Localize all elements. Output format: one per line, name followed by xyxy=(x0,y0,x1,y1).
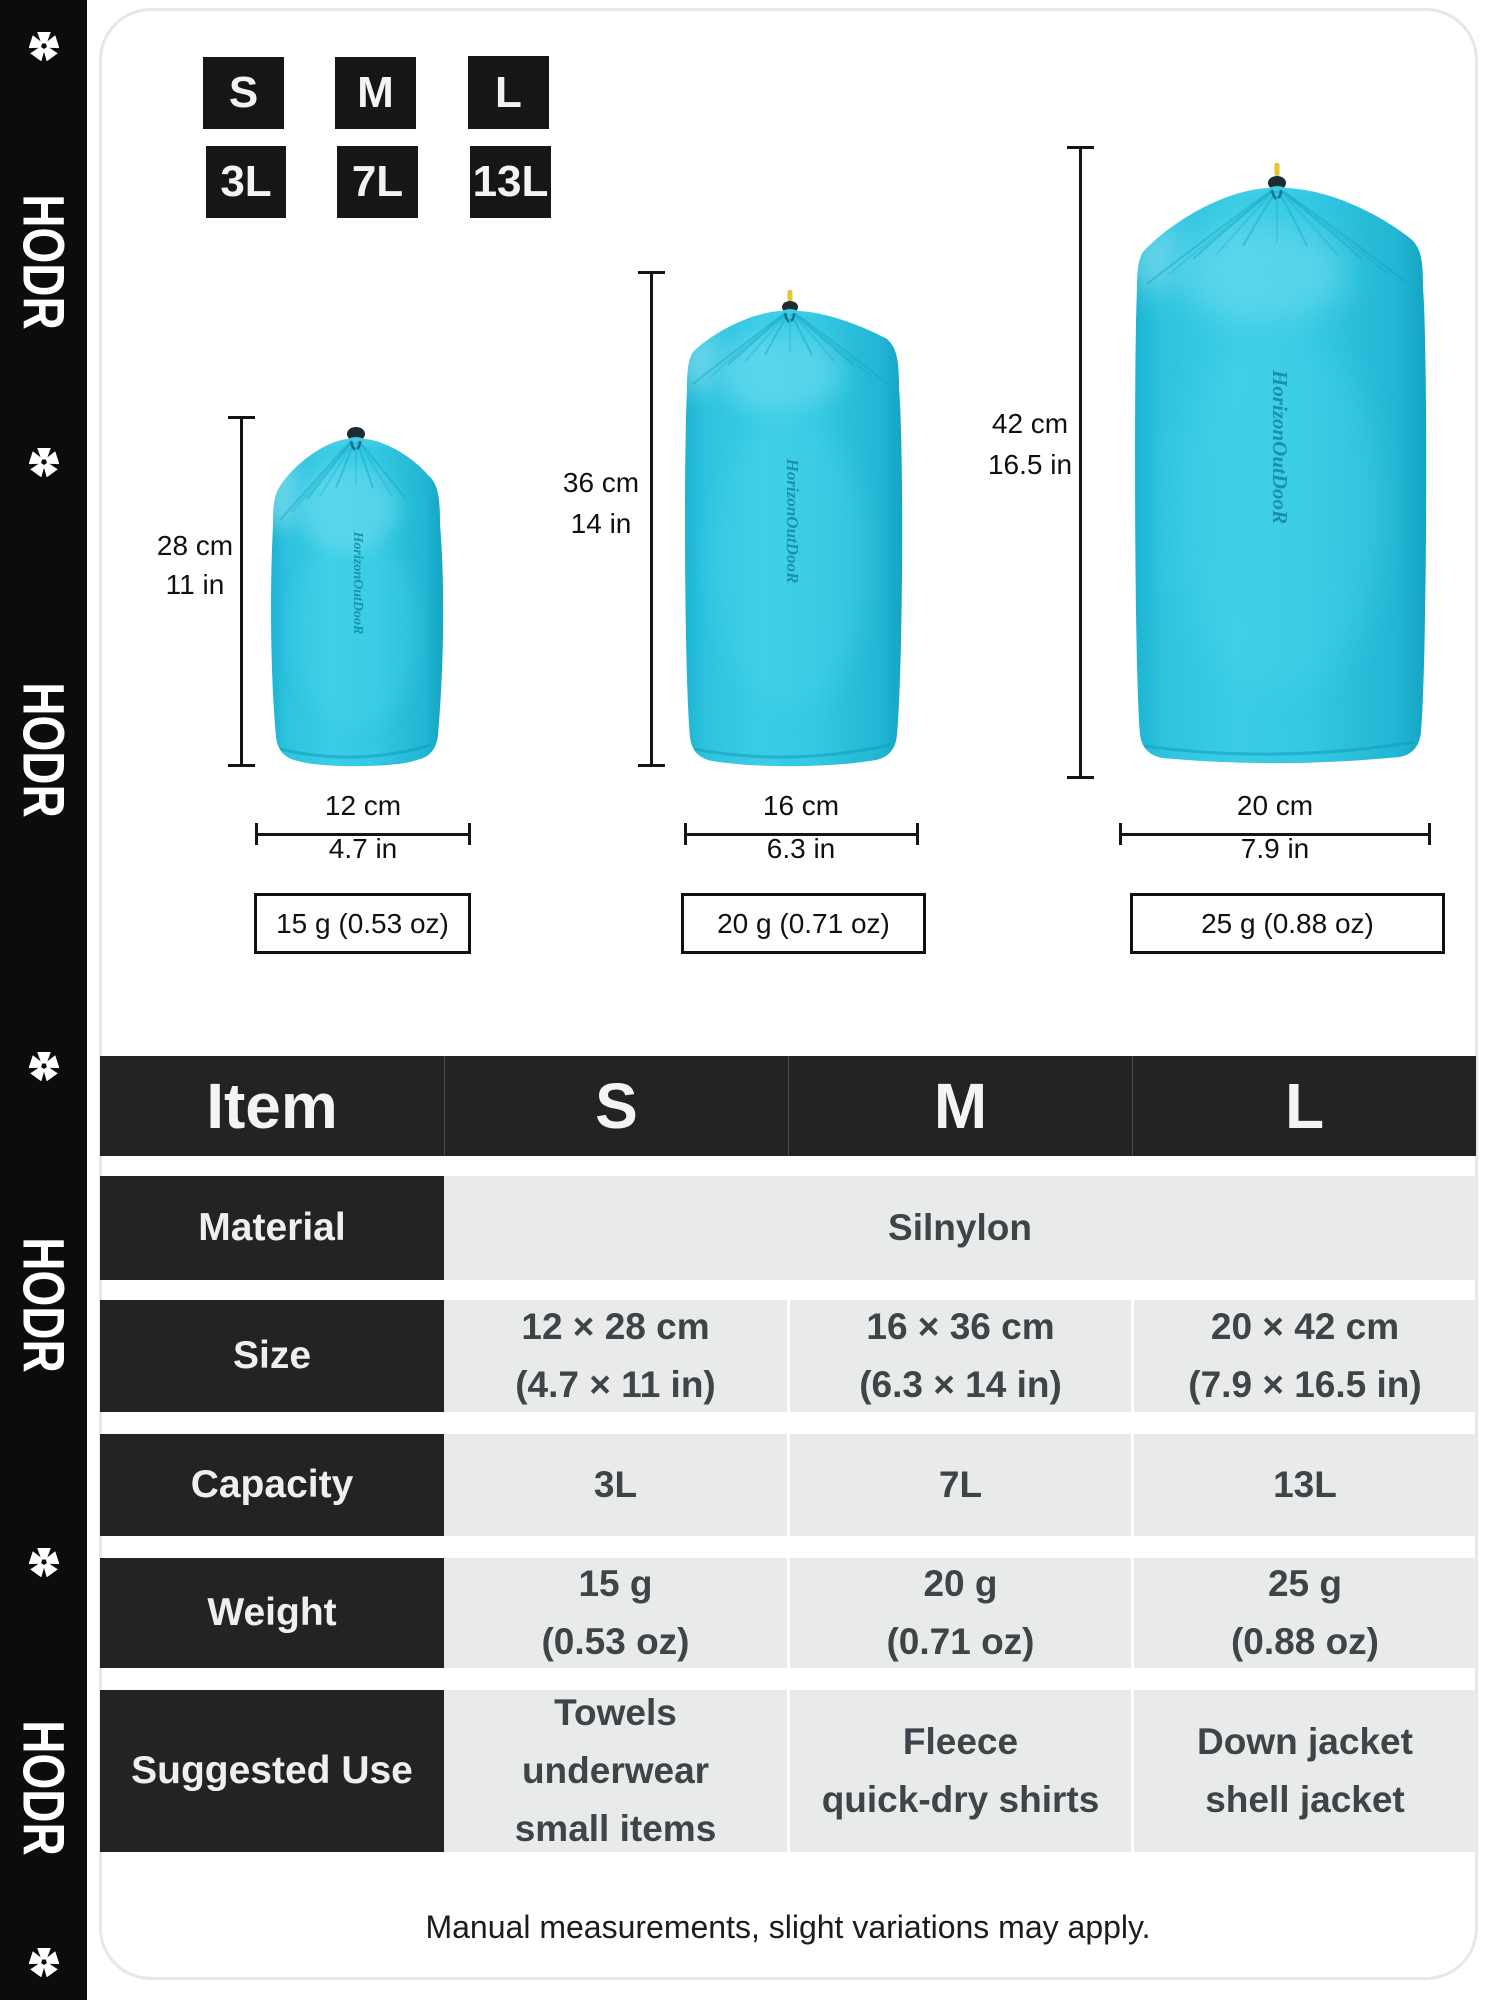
svg-text:HorizonOutDooR: HorizonOutDooR xyxy=(783,458,802,584)
svg-text:HorizonOutDooR: HorizonOutDooR xyxy=(1268,369,1292,524)
svg-text:HorizonOutDooR: HorizonOutDooR xyxy=(350,531,365,635)
